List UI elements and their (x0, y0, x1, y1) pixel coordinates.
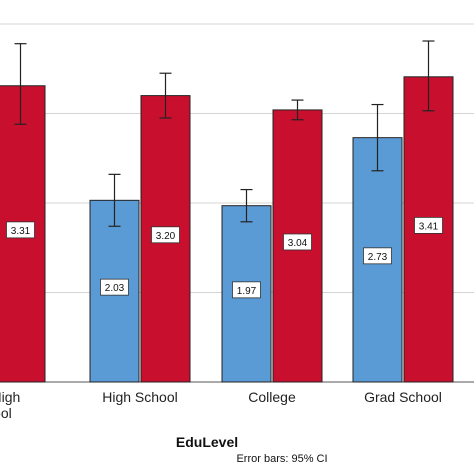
value-label-2-3: 3.04 (283, 233, 312, 251)
svg-text:3.31: 3.31 (11, 226, 31, 237)
bar-1-4 (352, 137, 403, 383)
error-bar-1-4 (371, 103, 384, 172)
svg-text:2.03: 2.03 (105, 283, 125, 294)
category-label-2: High School (102, 389, 178, 405)
svg-text:3.04: 3.04 (288, 238, 308, 249)
error-bars (14, 40, 435, 227)
svg-text:2.73: 2.73 (368, 252, 388, 263)
svg-text:3.41: 3.41 (419, 221, 439, 232)
category-label-1: ow Highchool (0, 389, 20, 421)
bars (0, 76, 454, 383)
error-bar-1-3 (240, 188, 253, 223)
value-label-1-3: 1.97 (232, 281, 261, 299)
error-bar-2-2 (159, 72, 172, 119)
error-bars-note: Error bars: 95% CI (236, 453, 327, 465)
bar-1-2 (89, 199, 140, 383)
value-labels: 3.31 2.03 3.20 1.97 3.04 2.73 3.41 (6, 217, 443, 299)
category-label-4: Grad School (364, 389, 442, 405)
error-bar-2-4 (422, 40, 435, 112)
value-label-2-2: 3.20 (151, 226, 180, 244)
error-bar-2-1 (14, 43, 27, 125)
svg-text:1.97: 1.97 (237, 286, 257, 297)
svg-text:3.20: 3.20 (156, 231, 176, 242)
error-bar-2-3 (291, 99, 304, 121)
value-label-1-4: 2.73 (363, 247, 392, 265)
value-label-1-2: 2.03 (100, 278, 129, 296)
category-label-3: College (248, 389, 296, 405)
category-labels: ow Highchool High School College Grad Schoo… (0, 389, 442, 421)
error-bar-1-2 (108, 173, 121, 227)
x-axis-title: EduLevel (176, 434, 238, 450)
value-label-2-4: 3.41 (414, 217, 443, 234)
value-label-2-1: 3.31 (6, 221, 35, 239)
